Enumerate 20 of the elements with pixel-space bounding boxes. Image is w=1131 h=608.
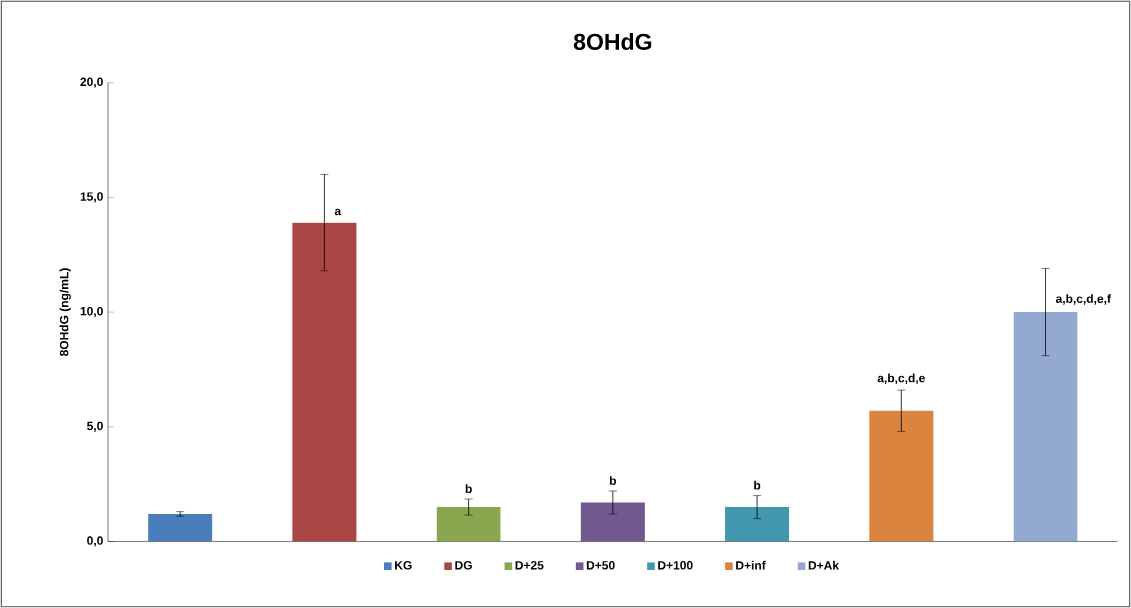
y-tick-label: 0,0 <box>87 536 103 547</box>
legend-label: D+50 <box>586 560 615 570</box>
legend-label: DG <box>455 560 472 570</box>
y-tick-label: 20,0 <box>80 77 103 88</box>
data-label: b <box>465 484 472 493</box>
chart-title: 8OHdG <box>573 32 652 50</box>
data-label: a,b,c,d,e,f <box>1055 294 1111 305</box>
legend-label: D+25 <box>515 560 544 570</box>
legend-label: D+100 <box>658 560 693 570</box>
y-tick-label: 10,0 <box>80 306 103 318</box>
legend-label: KG <box>395 560 412 570</box>
data-label: b <box>754 480 761 490</box>
y-tick-label: 15,0 <box>80 192 103 203</box>
y-tick-label: 5,0 <box>87 421 103 432</box>
data-label: a,b,c,d,e <box>877 373 925 384</box>
legend-label: D+Ak <box>808 560 840 570</box>
data-label: b <box>609 476 617 485</box>
legend-label: D+inf <box>736 560 766 570</box>
y-axis-title: 8OHdG (ng/mL) <box>59 268 71 356</box>
data-label: a <box>334 208 342 216</box>
